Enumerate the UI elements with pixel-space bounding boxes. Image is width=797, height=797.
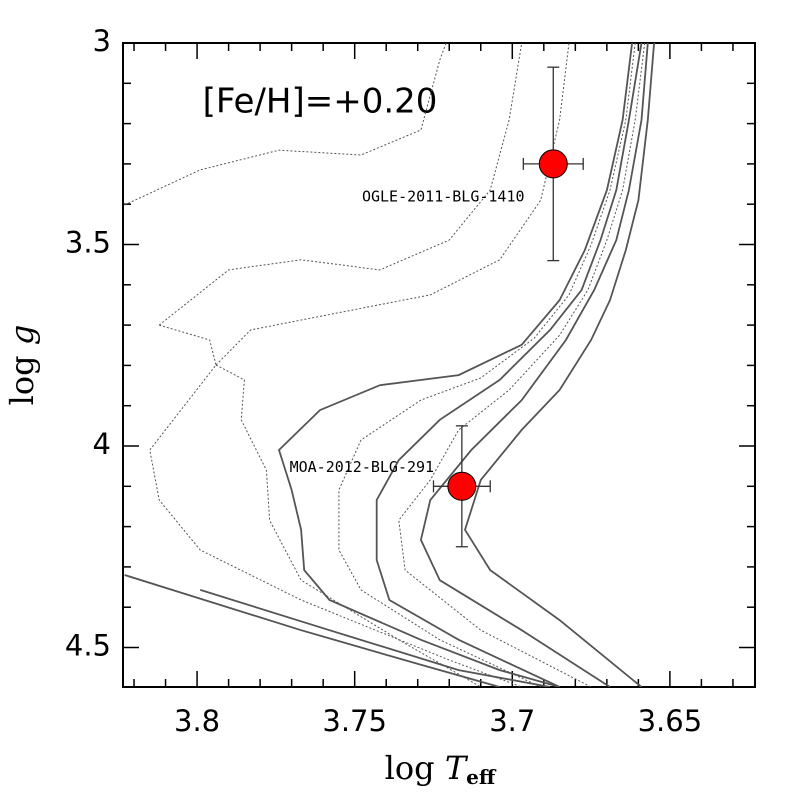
y-tick-label: 4 [93, 427, 111, 461]
plot-frame [122, 42, 756, 688]
x-tick-label: 3.75 [322, 704, 387, 738]
isochrone-dotted [124, 43, 447, 206]
isochrone-dotted [158, 43, 523, 326]
x-tick-label: 3.65 [638, 704, 703, 738]
y-axis-label: log g [3, 325, 41, 406]
isochrone-dotted [398, 43, 646, 687]
y-label-var: g [3, 325, 41, 345]
isochrone-solid [375, 43, 643, 687]
x-label-sub: eff [466, 765, 497, 789]
star-point [447, 471, 477, 501]
y-tick-label: 3.5 [65, 226, 111, 260]
y-tick-label: 4.5 [65, 629, 111, 663]
x-label-text: log [385, 749, 445, 787]
star-point [538, 149, 568, 179]
isochrone-dotted [338, 43, 636, 687]
x-tick-label: 3.8 [174, 704, 220, 738]
y-label-text: log [3, 345, 41, 405]
isochrone-solid [199, 589, 551, 687]
annotation: [Fe/H]=+0.20 [203, 82, 438, 122]
x-axis-label: log Teff [385, 749, 497, 789]
y-tick-label: 3 [93, 24, 111, 58]
isochrone-solid [277, 43, 633, 687]
point-label: OGLE-2011-BLG-1410 [362, 187, 525, 205]
x-label-var: T [445, 749, 469, 787]
isochrone-solid [464, 43, 655, 687]
x-tick-label: 3.7 [489, 704, 535, 738]
isochrone-solid [419, 43, 649, 687]
isochrone-solid [124, 574, 500, 687]
isochrone-dotted [215, 364, 482, 687]
point-label: MOA-2012-BLG-291 [290, 458, 435, 476]
